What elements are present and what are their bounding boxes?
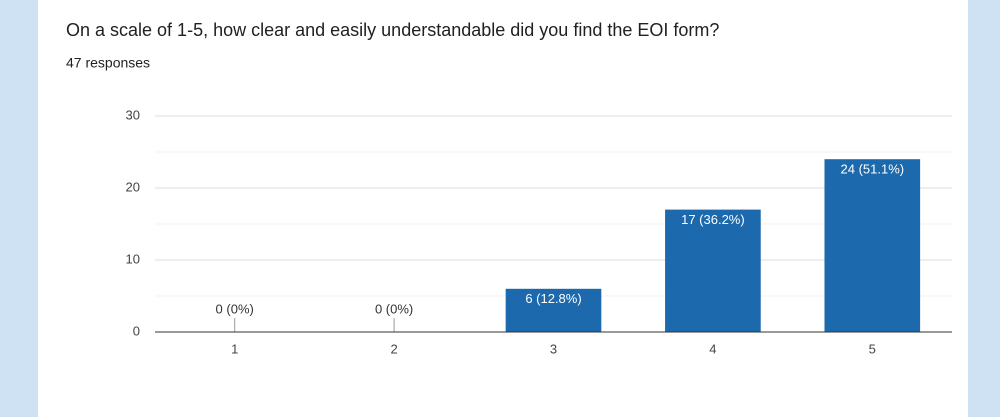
y-tick-label: 0: [133, 323, 140, 338]
x-tick-label: 5: [869, 341, 876, 356]
value-label: 17 (36.2%): [681, 212, 745, 227]
chart-subtitle: 47 responses: [66, 55, 150, 71]
chart-title: On a scale of 1-5, how clear and easily …: [66, 20, 719, 40]
value-label: 0 (0%): [375, 301, 413, 316]
x-tick-label: 4: [709, 341, 716, 356]
y-tick-label: 20: [126, 179, 140, 194]
x-tick-label: 3: [550, 341, 557, 356]
card: [38, 0, 968, 417]
x-tick-label: 2: [390, 341, 397, 356]
bar: [505, 288, 602, 332]
bar: [665, 209, 761, 332]
y-tick-label: 10: [126, 251, 140, 266]
value-label: 0 (0%): [216, 301, 254, 316]
bar: [824, 159, 921, 332]
value-label: 24 (51.1%): [841, 162, 905, 177]
y-tick-label: 30: [126, 107, 140, 122]
x-tick-label: 1: [231, 341, 238, 356]
value-label: 6 (12.8%): [525, 291, 581, 306]
